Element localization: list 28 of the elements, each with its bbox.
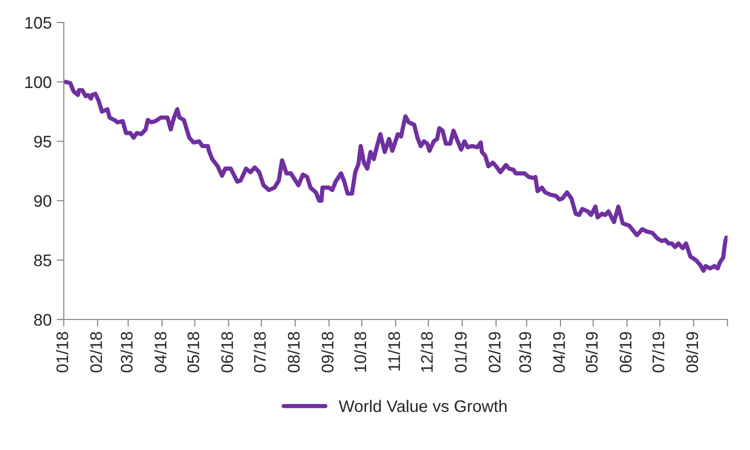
x-tick-label: 12/18 xyxy=(420,332,433,372)
y-tick-label: 80 xyxy=(34,314,52,326)
legend-label: World Value vs Growth xyxy=(338,400,506,412)
y-tick-label: 100 xyxy=(25,76,52,88)
x-tick-label: 01/18 xyxy=(56,332,68,372)
x-tick-label: 04/18 xyxy=(154,332,166,372)
x-tick-label: 07/18 xyxy=(254,332,266,372)
x-tick-label: 05/19 xyxy=(585,332,598,372)
y-tick-label: 105 xyxy=(25,16,52,29)
x-tick-label: 08/19 xyxy=(686,332,698,372)
x-tick-label: 02/18 xyxy=(90,332,102,372)
x-tick-label: 09/18 xyxy=(321,332,334,372)
x-tick-label: 07/19 xyxy=(652,332,664,372)
x-tick-label: 08/18 xyxy=(287,332,300,372)
x-tick-label: 02/19 xyxy=(488,332,501,372)
x-tick-label: 03/18 xyxy=(120,332,133,372)
x-tick-label: 06/19 xyxy=(619,332,632,372)
x-tick-label: 05/18 xyxy=(186,332,200,372)
y-tick-label: 95 xyxy=(34,136,52,148)
line-series xyxy=(64,80,728,273)
y-tick-label: 90 xyxy=(34,195,52,207)
y-tick-label: 85 xyxy=(34,254,52,266)
x-tick-label: 11/18 xyxy=(388,332,400,371)
x-tick-label: 01/19 xyxy=(454,332,467,372)
x-tick-label: 06/18 xyxy=(220,332,234,372)
x-tick-label: 03/19 xyxy=(518,332,532,372)
x-tick-label: 10/18 xyxy=(354,332,366,372)
x-tick-label: 04/19 xyxy=(552,332,565,372)
